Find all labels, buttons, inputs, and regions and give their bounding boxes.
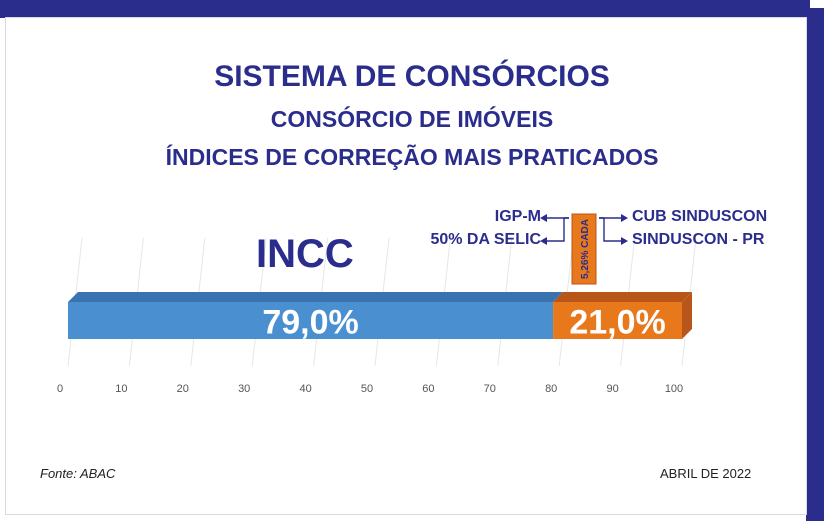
- x-tick-label: 10: [115, 383, 127, 395]
- bar-segment: [553, 302, 682, 339]
- source-note: Fonte: ABAC: [40, 466, 116, 481]
- x-tick-label: 60: [422, 383, 434, 395]
- date-note: ABRIL DE 2022: [660, 466, 752, 481]
- data-label: 79,0%: [262, 304, 358, 342]
- data-label: 21,0%: [569, 304, 665, 342]
- x-tick-label: 0: [57, 383, 63, 395]
- annotation-cub-sinduscon: CUB SINDUSCON: [632, 208, 768, 225]
- callout-bar: [572, 214, 596, 284]
- connector-line: [599, 217, 624, 242]
- chart-subtitle-2: ÍNDICES DE CORREÇÃO MAIS PRATICADOS: [165, 144, 659, 170]
- series-label-incc: INCC: [256, 232, 354, 276]
- x-tick-label: 20: [177, 383, 189, 395]
- x-tick-label: 40: [299, 383, 311, 395]
- arrow-head: [540, 214, 547, 222]
- x-tick-label: 80: [545, 383, 557, 395]
- callout-text: 5,26% CADA: [580, 219, 591, 279]
- arrow-head: [540, 237, 547, 245]
- annotation-igpm: IGP-M: [494, 208, 541, 225]
- chart-title: SISTEMA DE CONSÓRCIOS: [214, 60, 610, 93]
- connector-line: [544, 217, 569, 242]
- bar-side-face: [682, 292, 692, 339]
- chart-card: [6, 18, 806, 514]
- arrow-head: [621, 214, 628, 222]
- bar-top-face: [68, 292, 564, 302]
- x-tick-label: 90: [606, 383, 618, 395]
- frame-top-border: [0, 0, 810, 18]
- chart-subtitle-1: CONSÓRCIO DE IMÓVEIS: [270, 106, 554, 132]
- x-tick-label: 50: [361, 383, 373, 395]
- x-tick-label: 100: [665, 383, 683, 395]
- annotation-sinduscon-pr: SINDUSCON - PR: [632, 231, 765, 248]
- bar-top-face: [553, 292, 692, 302]
- frame-right-border: [806, 8, 824, 521]
- x-tick-label: 70: [484, 383, 496, 395]
- callout-bar-border: [571, 213, 597, 285]
- bar-segment: [68, 302, 554, 339]
- x-tick-label: 30: [238, 383, 250, 395]
- annotation-selic: 50% DA SELIC: [430, 231, 541, 248]
- arrow-head: [621, 237, 628, 245]
